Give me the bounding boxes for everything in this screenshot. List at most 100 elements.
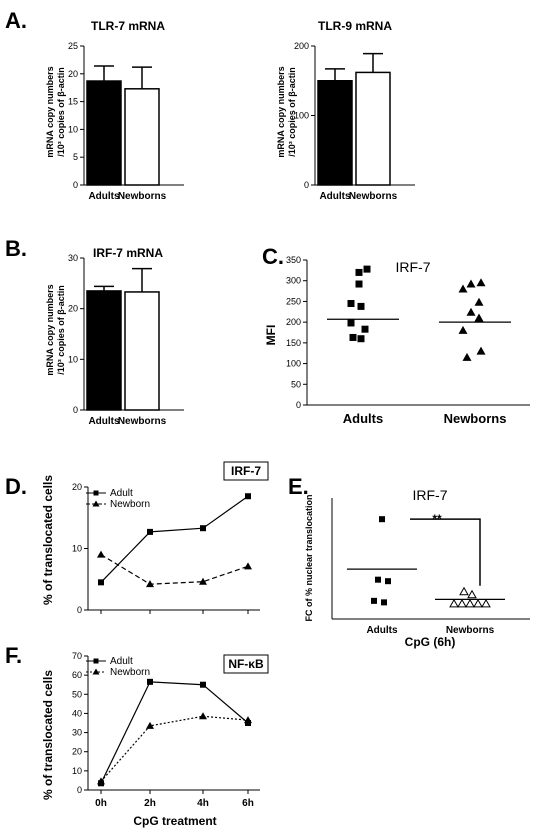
y-tick-label: 0	[73, 180, 78, 190]
data-point	[355, 280, 363, 288]
x-tick-label: 6h	[242, 798, 254, 809]
y-tick-label: 150	[286, 338, 301, 348]
data-point	[355, 268, 363, 276]
data-point	[379, 516, 385, 523]
y-tick-label: 25	[68, 41, 78, 51]
data-point	[473, 598, 483, 608]
y-tick-label: 40	[72, 708, 82, 718]
legend-marker	[93, 490, 99, 496]
legend-label: Adult	[110, 656, 133, 667]
data-point	[449, 598, 459, 608]
data-point	[357, 302, 365, 310]
y-axis-title: MFI	[264, 325, 278, 346]
tag-label-irf7: IRF-7	[231, 464, 261, 478]
data-point	[459, 586, 469, 596]
panel-label-f: F.	[5, 643, 22, 668]
y-tick-label: 20	[68, 304, 78, 314]
tag-label-nfkb: NF-κB	[228, 657, 264, 671]
chart-title-tlr9: TLR-9 mRNA	[318, 19, 392, 33]
y-axis-title: mRNA copy numbers/10³ copies of β-actin	[276, 66, 297, 157]
legend-marker	[93, 658, 99, 664]
scatter-chart-e: FC of % nuclear translocation Adults Newbo…	[304, 494, 530, 649]
y-tick-label: 10	[68, 354, 78, 364]
legend-marker	[92, 500, 100, 507]
data-point	[385, 578, 391, 585]
x-category-label: Newborns	[118, 416, 167, 427]
bar-chart-a1: 0 5 10 15 20 25 mRNA copy numbers/10³ copies o…	[45, 41, 184, 202]
data-point	[244, 716, 252, 724]
series-line-newborn	[100, 554, 249, 585]
x-category-label: Adults	[366, 625, 398, 636]
y-tick-label: 350	[286, 255, 301, 265]
bar-newborns	[355, 71, 391, 186]
y-tick-label: 20	[72, 482, 82, 492]
y-tick-label: 0	[296, 400, 301, 410]
scatter-chart-c: 0 50 100 150 200 250 300 350 MFI Adults Newborns	[264, 255, 530, 426]
y-tick-label: 20	[72, 747, 82, 757]
series-line-adult	[100, 681, 249, 784]
data-point	[147, 678, 153, 685]
y-tick-label: 0	[77, 605, 82, 615]
data-point	[458, 284, 468, 293]
data-point	[381, 599, 387, 606]
data-point	[474, 297, 484, 306]
chart-title-tlr7: TLR-7 mRNA	[91, 19, 165, 33]
line-chart-f: 0 10 20 30 40 50 60 70 % of translocated cells 0h…	[41, 651, 260, 828]
data-point	[245, 493, 251, 500]
data-point	[467, 589, 477, 599]
y-axis-title: mRNA copy numbers/10³ copies of β-actin	[45, 284, 66, 375]
panel-label-a: A.	[5, 8, 27, 33]
y-tick-label: 5	[73, 152, 78, 162]
tag-box-irf7: IRF-7	[223, 461, 269, 481]
y-tick-label: 0	[77, 785, 82, 795]
y-tick-label: 100	[286, 359, 301, 369]
y-tick-label: 200	[286, 317, 301, 327]
data-point	[199, 577, 207, 585]
x-category-label: Newborns	[349, 191, 398, 202]
significance-bracket	[410, 518, 481, 586]
y-tick-label: 0	[304, 180, 309, 190]
y-tick-label: 10	[72, 544, 82, 554]
significance-marker: **	[432, 512, 442, 526]
bar-adults	[86, 80, 122, 186]
x-category-label: Newborns	[444, 411, 507, 426]
bar-adults	[86, 290, 122, 411]
legend-label: Newborn	[110, 667, 150, 678]
data-point	[200, 525, 206, 532]
chart-title-irf7-fc: IRF-7	[413, 487, 448, 503]
data-point	[244, 562, 252, 570]
data-point	[481, 598, 491, 608]
data-point	[458, 325, 468, 334]
y-axis-title: % of translocated cells	[41, 475, 55, 605]
data-point	[466, 279, 476, 288]
x-category-label: Adults	[88, 416, 120, 427]
legend-label: Adult	[110, 488, 133, 499]
data-point	[347, 300, 355, 307]
y-tick-label: 30	[72, 728, 82, 738]
y-tick-label: 15	[68, 97, 78, 107]
panel-label-c: C.	[262, 244, 284, 269]
data-point	[199, 712, 207, 720]
data-point	[347, 319, 355, 327]
bar-adults	[317, 80, 353, 186]
y-tick-label: 30	[68, 253, 78, 263]
y-tick-label: 20	[68, 69, 78, 79]
bar-newborns	[124, 291, 160, 411]
y-tick-label: 0	[73, 405, 78, 415]
panel-label-b: B.	[5, 236, 27, 261]
tag-box-nfkb: NF-κB	[223, 654, 269, 674]
y-tick-label: 50	[291, 379, 301, 389]
panel-label-e: E.	[288, 474, 309, 499]
series-line-newborn	[100, 715, 249, 782]
data-point	[97, 550, 105, 558]
legend-label: Newborn	[110, 499, 150, 510]
data-point	[462, 352, 472, 361]
x-category-label: Adults	[343, 411, 383, 426]
data-point	[466, 307, 476, 316]
x-tick-label: 2h	[144, 798, 156, 809]
data-point	[146, 721, 154, 729]
data-point	[147, 528, 153, 535]
y-tick-label: 100	[294, 111, 309, 121]
